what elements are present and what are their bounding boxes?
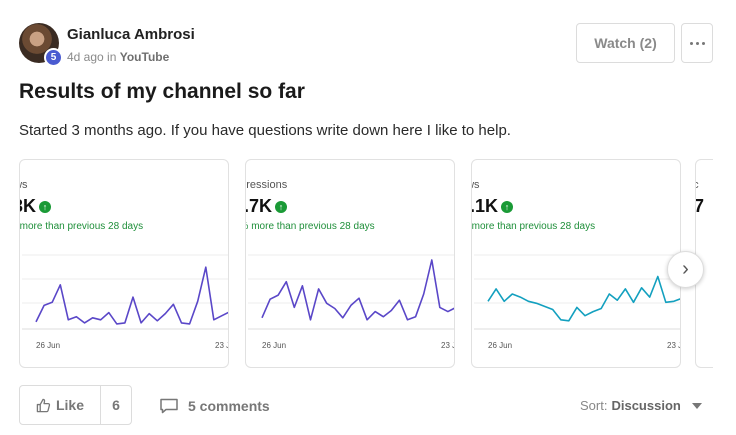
series-line (487, 275, 680, 322)
like-count[interactable]: 6 (112, 397, 120, 413)
mini-line-chart (474, 254, 680, 330)
mini-line-chart (22, 254, 228, 330)
analytics-carousel: ews .3K↑ % more than previous 28 days 00… (19, 159, 713, 369)
x-tick-label: 23 J (441, 341, 455, 350)
analytics-card-views[interactable]: ews .3K↑ % more than previous 28 days 00… (19, 159, 229, 368)
metric-value: 0.7K↑ (246, 196, 288, 217)
metric-change: % more than previous 28 days (471, 221, 596, 232)
post-title: Results of my channel so far (19, 80, 305, 103)
metric-value: 0.1K↑ (472, 196, 514, 217)
series-line (261, 259, 454, 321)
community-link[interactable]: YouTube (119, 50, 170, 64)
thumbs-up-icon (36, 398, 51, 412)
metric-value-text: 0.1K (472, 196, 499, 216)
watch-button[interactable]: Watch (2) (576, 23, 675, 63)
comment-icon (160, 398, 178, 414)
sort-prefix: Sort: (580, 398, 608, 413)
sort-dropdown[interactable]: Sort: Discussion (580, 398, 702, 413)
metric-change: % more than previous 28 days (19, 221, 144, 232)
x-tick-label: 26 Jun (262, 341, 287, 350)
x-tick-label: 26 Jun (488, 341, 513, 350)
more-dots-icon (689, 41, 693, 45)
mini-line-chart (248, 254, 454, 330)
metric-change: 6% more than previous 28 days (245, 221, 375, 232)
level-badge: 5 (44, 48, 63, 67)
author-name[interactable]: Gianluca Ambrosi (67, 26, 195, 43)
like-group: Like 6 (19, 385, 132, 425)
trend-up-icon: ↑ (501, 201, 514, 213)
x-tick-label: 23 J (215, 341, 229, 350)
post-body: Started 3 months ago. If you have questi… (19, 122, 511, 139)
x-tick-label: 26 Jun (36, 341, 61, 350)
like-label: Like (55, 397, 84, 413)
metric-value-text: 0.7K (246, 196, 273, 216)
like-button[interactable]: Like (20, 386, 101, 424)
metric-value: .3K↑ (20, 196, 52, 217)
x-tick-label: 23 J (667, 341, 681, 350)
series-line (35, 266, 228, 325)
caret-down-icon (691, 402, 702, 409)
comments-link[interactable]: 5 comments (159, 397, 270, 415)
chevron-right-icon: › (682, 258, 689, 280)
post-meta: 4d ago in YouTube (67, 50, 169, 64)
post-time: 4d ago in (67, 50, 117, 64)
sort-value: Discussion (611, 398, 681, 413)
analytics-card-impressions[interactable]: npressions 0.7K↑ 6% more than previous 2… (245, 159, 455, 368)
metric-label: npressions (246, 179, 288, 191)
analytics-card-views-2[interactable]: ews 0.1K↑ % more than previous 28 days 0… (471, 159, 681, 368)
metric-label: atc (696, 179, 699, 191)
metric-value-text: .3K (20, 196, 37, 216)
more-options-button[interactable] (681, 23, 713, 63)
trend-up-icon: ↑ (275, 201, 288, 213)
trend-up-icon: ↑ (39, 201, 52, 213)
comments-label: 5 comments (188, 398, 270, 414)
metric-value: 47 (695, 196, 705, 216)
metric-label: ews (472, 179, 480, 191)
carousel-next-button[interactable]: › (667, 251, 704, 288)
metric-label: ews (20, 179, 28, 191)
